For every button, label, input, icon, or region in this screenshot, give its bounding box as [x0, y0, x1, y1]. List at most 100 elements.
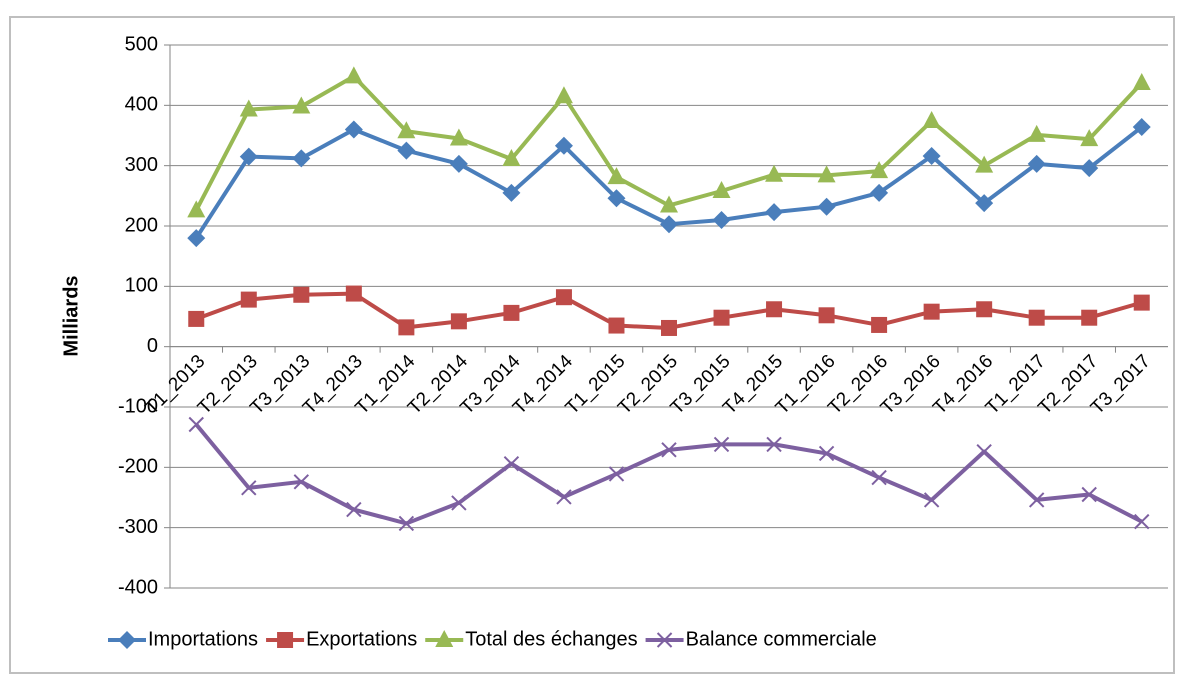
legend-item: Exportations [266, 628, 417, 650]
marker [1132, 73, 1151, 91]
legend-item: Importations [108, 628, 258, 650]
y-tick-label: -200 [118, 456, 158, 478]
marker [1132, 118, 1151, 137]
marker [435, 630, 454, 647]
legend-item: Balance commerciale [645, 628, 877, 650]
marker [118, 631, 136, 649]
marker [293, 286, 310, 303]
marker [503, 304, 520, 321]
marker [502, 183, 521, 202]
marker [188, 416, 204, 433]
marker [397, 121, 416, 139]
marker [1028, 492, 1045, 508]
marker [713, 436, 730, 453]
marker [556, 489, 572, 505]
marker [398, 319, 415, 336]
legend-label: Total des échanges [465, 628, 637, 650]
y-tick-label: -100 [118, 395, 158, 417]
marker [1133, 294, 1150, 311]
marker [922, 111, 941, 129]
marker [923, 492, 940, 508]
marker [451, 495, 467, 511]
marker [660, 195, 678, 213]
marker [554, 136, 573, 155]
marker [1027, 124, 1046, 142]
marker [1081, 486, 1097, 503]
y-tick-label: 200 [125, 214, 158, 236]
marker [976, 301, 993, 318]
y-tick-label: 400 [125, 94, 158, 116]
marker [975, 194, 994, 213]
marker [870, 183, 889, 202]
marker [608, 317, 625, 334]
marker [712, 181, 731, 199]
marker [976, 443, 992, 460]
marker [397, 141, 416, 160]
marker [449, 128, 468, 146]
marker [344, 66, 363, 84]
marker [713, 309, 730, 326]
legend-label: Importations [148, 628, 258, 650]
marker [1080, 159, 1099, 178]
y-axis-label: Milliards [60, 275, 82, 356]
marker [555, 289, 572, 306]
marker [975, 155, 994, 173]
marker [923, 303, 940, 320]
marker [607, 189, 626, 208]
marker [818, 307, 835, 324]
marker [188, 310, 205, 327]
marker [712, 210, 731, 229]
marker [345, 285, 362, 302]
marker [818, 445, 835, 462]
y-tick-label: 0 [147, 335, 158, 357]
marker [871, 469, 887, 486]
marker [817, 165, 836, 183]
y-tick-label: 500 [125, 33, 158, 55]
marker [187, 229, 206, 248]
marker [817, 197, 836, 216]
y-tick-label: 300 [125, 154, 158, 176]
marker [871, 316, 888, 333]
marker [1027, 154, 1046, 173]
marker [449, 154, 468, 173]
marker [554, 86, 573, 104]
y-tick-label: -400 [118, 576, 158, 598]
legend-label: Balance commerciale [686, 628, 877, 650]
marker [870, 161, 889, 179]
marker [240, 291, 257, 308]
marker [656, 632, 673, 648]
marker [346, 501, 362, 518]
marker [502, 149, 521, 167]
marker [503, 456, 520, 472]
marker [398, 515, 415, 532]
marker [608, 466, 625, 482]
y-tick-label: 100 [125, 275, 158, 297]
marker [239, 147, 258, 166]
marker [292, 96, 311, 114]
marker [1134, 513, 1150, 530]
marker [607, 167, 626, 185]
chart-frame [9, 16, 1175, 674]
marker [922, 147, 941, 166]
marker [450, 313, 467, 330]
marker [661, 319, 677, 336]
marker [765, 203, 784, 222]
marker [1080, 129, 1099, 147]
marker [766, 436, 782, 453]
marker [1081, 309, 1098, 326]
marker [766, 301, 783, 318]
y-tick-label: -300 [118, 516, 158, 538]
marker [661, 442, 677, 458]
marker [344, 120, 363, 139]
marker [241, 480, 257, 496]
legend-item: Total des échanges [425, 628, 638, 650]
marker [187, 200, 206, 218]
legend-label: Exportations [306, 628, 417, 650]
marker [293, 474, 310, 490]
marker [239, 99, 258, 117]
marker [660, 215, 678, 234]
marker [1028, 309, 1045, 326]
marker [765, 164, 784, 182]
